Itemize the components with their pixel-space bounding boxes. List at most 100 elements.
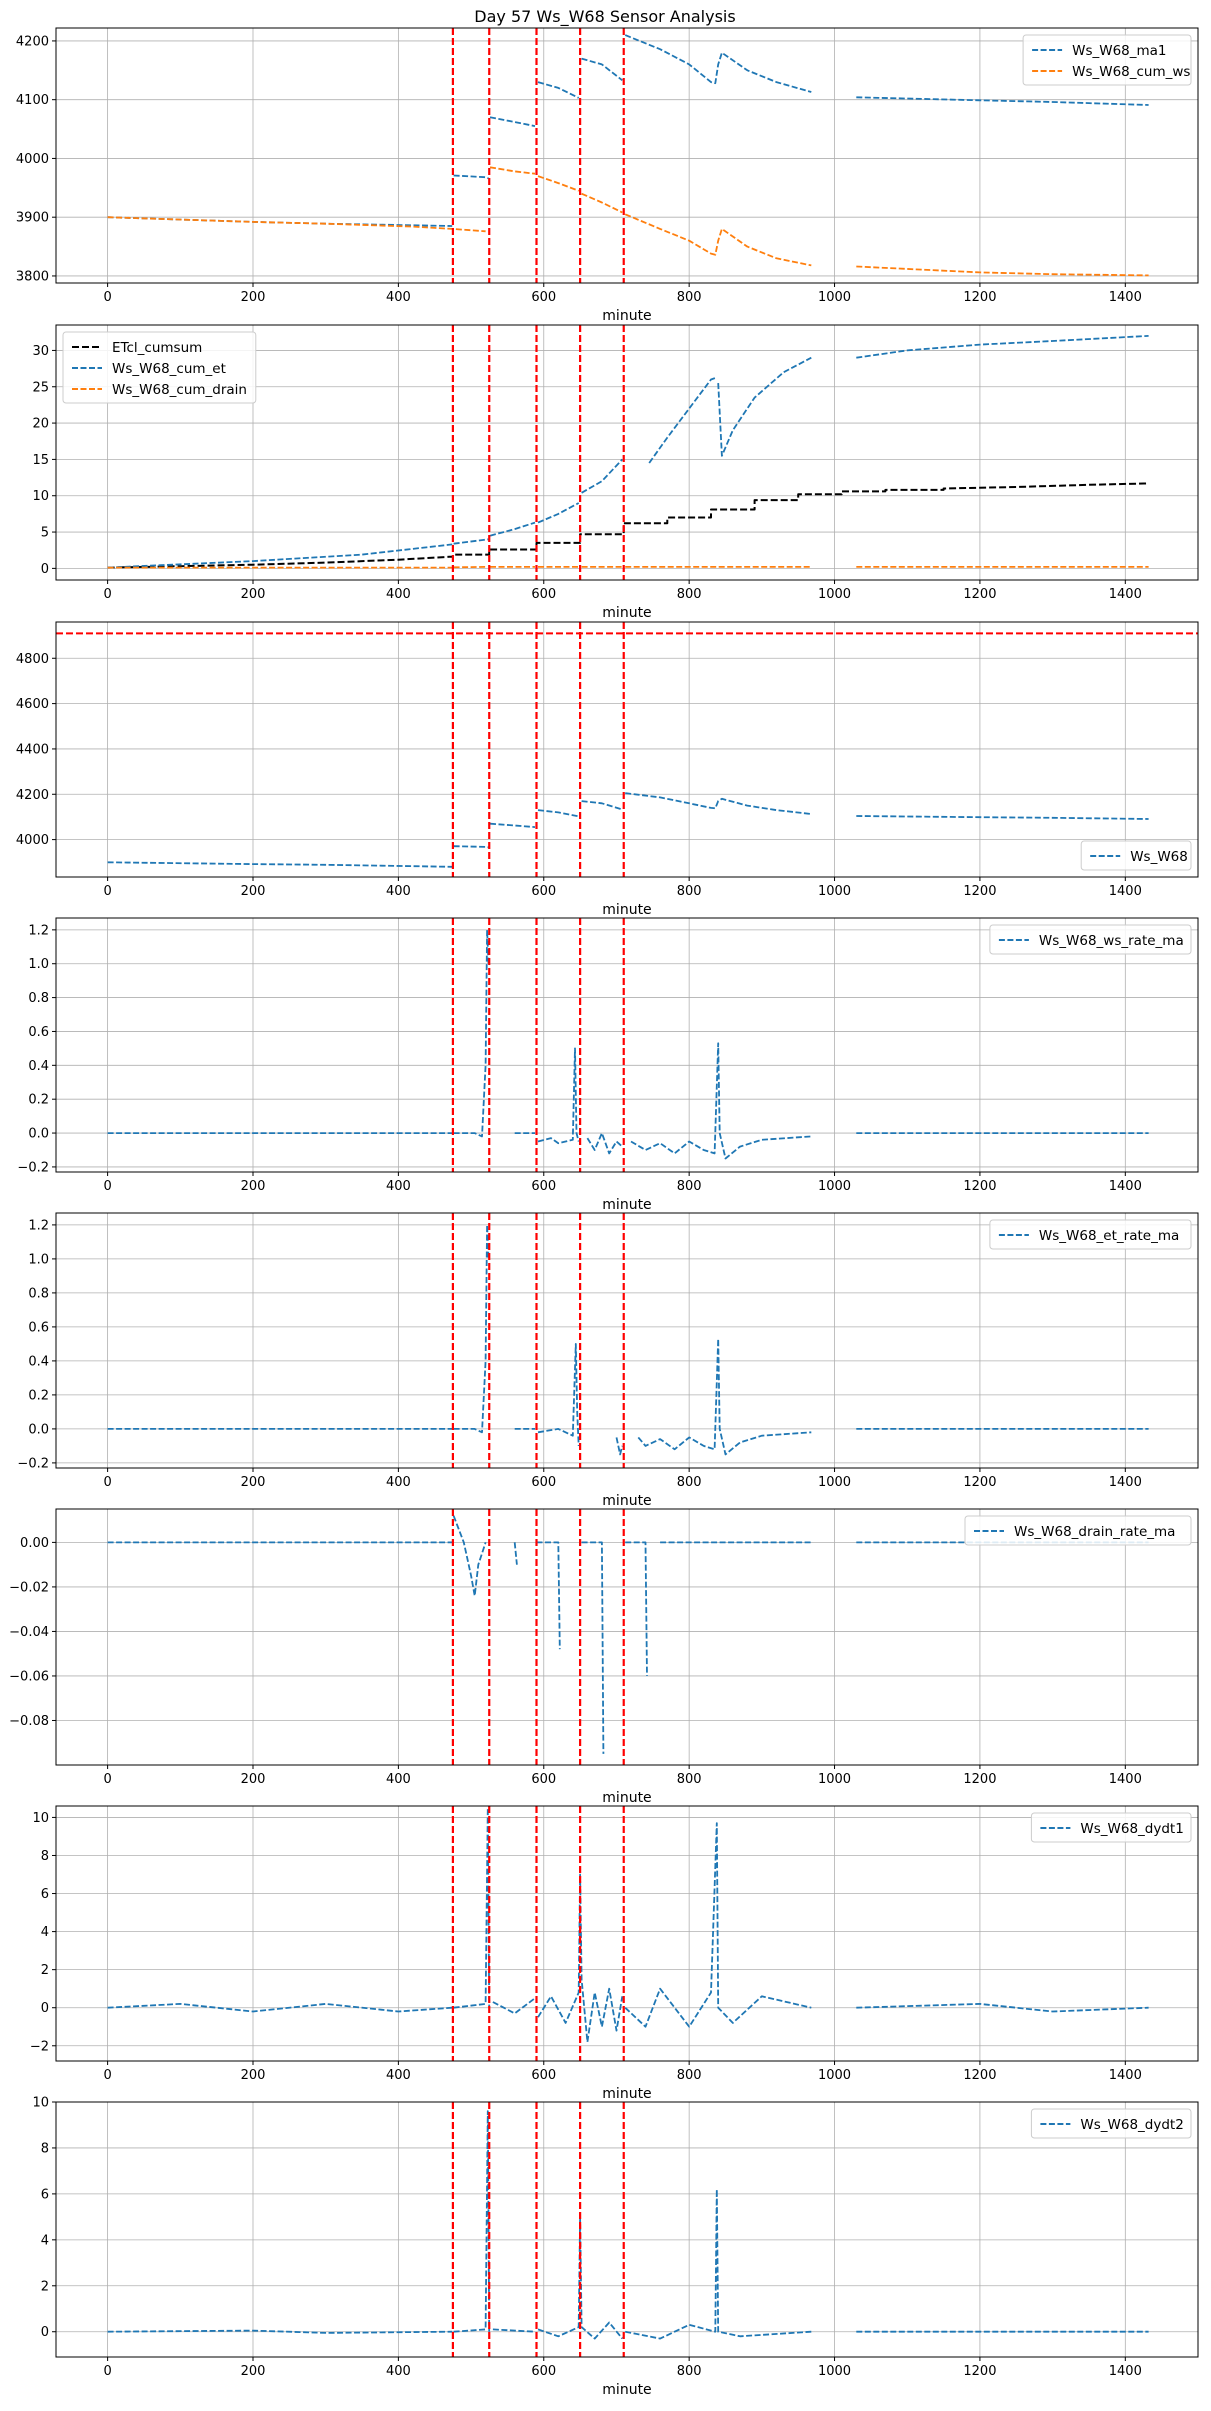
- x-tick-label: 800: [677, 884, 702, 899]
- y-tick-label: 0.8: [28, 991, 49, 1006]
- plot-area: [107, 325, 1149, 580]
- series-line-Ws_W68_cum_ws: [624, 213, 812, 267]
- x-tick-label: 600: [531, 2068, 556, 2083]
- x-tick-label: 400: [386, 1475, 411, 1490]
- x-tick-label: 1000: [818, 2068, 851, 2083]
- x-tick-label: 800: [677, 1475, 702, 1490]
- y-tick-label: −0.2: [17, 1160, 49, 1175]
- legend: Ws_W68_ws_rate_ma: [989, 924, 1192, 955]
- series-line-Ws_W68_cum_et: [856, 335, 1149, 359]
- legend: Ws_W68_dydt2: [1030, 2108, 1192, 2139]
- y-tick-label: −0.08: [9, 1714, 49, 1729]
- subplot-5: 0 200 400 600 800 1000 1200 1400 −0.2 0.0 0.2 0.4 0.…: [17, 1212, 1199, 1509]
- y-tick-label: −0.2: [17, 1456, 49, 1471]
- y-tick-label: −2: [30, 2039, 49, 2054]
- plot-area: [107, 1213, 1149, 1468]
- series-line-Ws_W68: [107, 861, 453, 868]
- x-tick-label: 1000: [818, 1772, 851, 1787]
- x-tick-label: 0: [103, 1179, 111, 1194]
- gridlines: [56, 1806, 1198, 2061]
- series-line-Ws_W68_cum_et: [581, 458, 623, 494]
- axes-frame: [55, 1508, 1199, 1766]
- x-tick-label: 1200: [963, 884, 996, 899]
- y-tick-label: 15: [32, 453, 49, 468]
- axes-frame: [55, 1805, 1199, 2062]
- x-tick-label: 800: [677, 2364, 702, 2379]
- y-tick-label: 0.4: [28, 1059, 49, 1074]
- y-tick-label: 4200: [16, 788, 49, 803]
- series-line-Ws_W68_dydt2: [107, 2329, 453, 2334]
- series-line-Ws_W68_cum_ws: [856, 265, 1149, 277]
- series-line-Ws_W68_ws_rate_ma: [537, 1047, 580, 1145]
- x-tick-label: 0: [103, 587, 111, 602]
- subplot-4: 0 200 400 600 800 1000 1200 1400 −0.2 0.0 0.2 0.4 0.…: [17, 917, 1199, 1213]
- x-tick-label: 400: [386, 2364, 411, 2379]
- series-line-Ws_W68: [856, 815, 1149, 820]
- x-tick-label: 0: [103, 1475, 111, 1490]
- series-line-Ws_W68: [537, 809, 579, 818]
- x-axis-label: minute: [602, 1197, 651, 1213]
- x-tick-label: 800: [677, 290, 702, 305]
- x-tick-label: 1200: [963, 2068, 996, 2083]
- legend: Ws_W68_et_rate_ma: [989, 1219, 1192, 1250]
- legend-box: [964, 1515, 1192, 1546]
- plot-area: [107, 28, 1149, 283]
- legend-label: ETcl_cumsum: [112, 340, 202, 356]
- y-tick-label: 6: [41, 2187, 49, 2202]
- y-tick-label: 0: [41, 562, 49, 577]
- gridlines: [56, 918, 1198, 1172]
- series-line-Ws_W68_drain_rate_ma: [452, 1515, 487, 1597]
- x-tick-label: 200: [241, 587, 266, 602]
- x-tick-label: 1000: [818, 1179, 851, 1194]
- x-tick-label: 1400: [1109, 587, 1142, 602]
- axes-frame: [55, 621, 1199, 878]
- x-axis-label: minute: [602, 605, 651, 621]
- y-tick-label: 4100: [16, 93, 49, 108]
- plot-area: [107, 2102, 1149, 2357]
- y-tick-label: 10: [32, 1811, 49, 1826]
- y-tick-label: 4000: [16, 152, 49, 167]
- x-tick-label: 200: [241, 290, 266, 305]
- series-line-Ws_W68_dydt1: [537, 1873, 624, 2043]
- legend: Ws_W68_ma1 Ws_W68_cum_ws: [1022, 34, 1192, 86]
- x-axis-label: minute: [602, 2086, 651, 2102]
- x-tick-label: 1400: [1109, 2364, 1142, 2379]
- y-tick-label: 0.4: [28, 1354, 49, 1369]
- y-tick-label: −0.02: [9, 1580, 49, 1595]
- legend-box: [62, 331, 257, 404]
- y-tick-label: −0.06: [9, 1669, 49, 1684]
- y-tick-label: 4800: [16, 652, 49, 667]
- axes-frame: [55, 324, 1199, 581]
- legend-box: [989, 924, 1192, 955]
- series-line-Ws_W68_ma1: [489, 116, 536, 127]
- x-tick-label: 400: [386, 587, 411, 602]
- subplot-8: 0 200 400 600 800 1000 1200 1400 0 2 4 6 8 10 minute Ws…: [32, 2096, 1199, 2398]
- legend-label: Ws_W68: [1130, 849, 1188, 865]
- y-tick-label: 0.2: [28, 1093, 49, 1108]
- subplot-6: 0 200 400 600 800 1000 1200 1400 −0.08 −0.06 −0.04…: [9, 1508, 1199, 1806]
- x-tick-label: 600: [531, 1475, 556, 1490]
- series-line-Ws_W68_drain_rate_ma: [625, 1541, 648, 1677]
- y-tick-label: 4400: [16, 742, 49, 757]
- x-tick-label: 400: [386, 884, 411, 899]
- series-line-Ws_W68_drain_rate_ma: [536, 1541, 561, 1650]
- y-tick-label: 3900: [16, 211, 49, 226]
- x-tick-label: 600: [531, 290, 556, 305]
- series-line-Ws_W68_ws_rate_ma: [453, 929, 490, 1138]
- y-tick-label: 0.0: [28, 1127, 49, 1142]
- legend-label: Ws_W68_cum_et: [112, 361, 226, 377]
- series-line-Ws_W68_cum_et: [648, 377, 716, 464]
- x-tick-label: 200: [241, 2364, 266, 2379]
- axes-frame: [55, 917, 1199, 1173]
- x-axis-label: minute: [602, 308, 651, 324]
- x-tick-label: 1200: [963, 1179, 996, 1194]
- legend: ETcl_cumsum Ws_W68_cum_et Ws_W68_cum_drain: [62, 331, 257, 404]
- y-tick-label: 1.0: [28, 957, 49, 972]
- x-axis-label: minute: [602, 2382, 651, 2398]
- series-line-Ws_W68_cum_et: [489, 521, 536, 537]
- axes-frame: [55, 2101, 1199, 2358]
- x-tick-label: 600: [531, 884, 556, 899]
- x-tick-label: 800: [677, 587, 702, 602]
- series-line-Ws_W68: [489, 822, 536, 828]
- y-tick-label: 4: [41, 1925, 49, 1940]
